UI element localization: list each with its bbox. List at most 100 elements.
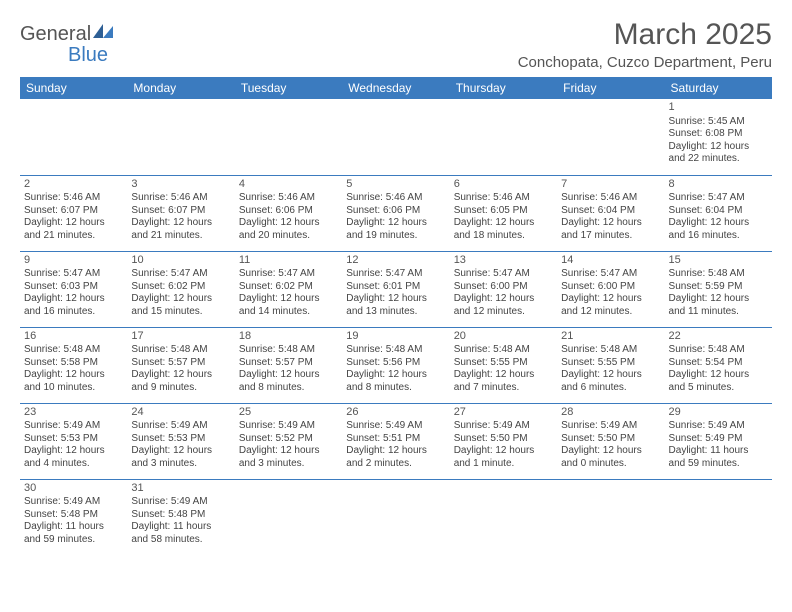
sunset-text: Sunset: 6:00 PM — [561, 281, 660, 294]
sunrise-text: Sunrise: 5:48 AM — [454, 344, 553, 357]
sunset-text: Sunset: 5:55 PM — [454, 357, 553, 370]
sunrise-text: Sunrise: 5:48 AM — [239, 344, 338, 357]
daylight-text: and 58 minutes. — [131, 534, 230, 547]
sunrise-text: Sunrise: 5:47 AM — [24, 268, 123, 281]
day-number: 6 — [454, 178, 553, 192]
day-number: 8 — [669, 178, 768, 192]
daylight-text: and 0 minutes. — [561, 458, 660, 471]
sunset-text: Sunset: 6:01 PM — [346, 281, 445, 294]
daylight-text: and 3 minutes. — [131, 458, 230, 471]
sunrise-text: Sunrise: 5:49 AM — [346, 420, 445, 433]
day-number: 23 — [24, 406, 123, 420]
calendar-week-row: 16Sunrise: 5:48 AMSunset: 5:58 PMDayligh… — [20, 327, 772, 403]
calendar-day-cell: 14Sunrise: 5:47 AMSunset: 6:00 PMDayligh… — [557, 251, 664, 327]
calendar-week-row: 2Sunrise: 5:46 AMSunset: 6:07 PMDaylight… — [20, 175, 772, 251]
day-number: 10 — [131, 254, 230, 268]
calendar-day-cell: 10Sunrise: 5:47 AMSunset: 6:02 PMDayligh… — [127, 251, 234, 327]
calendar-day-cell: 20Sunrise: 5:48 AMSunset: 5:55 PMDayligh… — [450, 327, 557, 403]
calendar-day-cell — [557, 479, 664, 555]
sunset-text: Sunset: 5:50 PM — [454, 433, 553, 446]
sunrise-text: Sunrise: 5:49 AM — [561, 420, 660, 433]
calendar-day-cell — [235, 99, 342, 175]
day-number: 30 — [24, 482, 123, 496]
sunrise-text: Sunrise: 5:46 AM — [561, 192, 660, 205]
daylight-text: and 11 minutes. — [669, 306, 768, 319]
daylight-text: and 8 minutes. — [239, 382, 338, 395]
calendar-day-cell: 31Sunrise: 5:49 AMSunset: 5:48 PMDayligh… — [127, 479, 234, 555]
sunset-text: Sunset: 5:54 PM — [669, 357, 768, 370]
daylight-text: and 17 minutes. — [561, 230, 660, 243]
daylight-text: Daylight: 12 hours — [669, 141, 768, 154]
calendar-day-cell — [235, 479, 342, 555]
daylight-text: and 18 minutes. — [454, 230, 553, 243]
calendar-day-cell: 5Sunrise: 5:46 AMSunset: 6:06 PMDaylight… — [342, 175, 449, 251]
day-number: 5 — [346, 178, 445, 192]
sunrise-text: Sunrise: 5:47 AM — [346, 268, 445, 281]
sunset-text: Sunset: 5:57 PM — [239, 357, 338, 370]
calendar-week-row: 9Sunrise: 5:47 AMSunset: 6:03 PMDaylight… — [20, 251, 772, 327]
sunrise-text: Sunrise: 5:48 AM — [669, 344, 768, 357]
daylight-text: Daylight: 12 hours — [454, 369, 553, 382]
daylight-text: and 20 minutes. — [239, 230, 338, 243]
calendar-day-cell: 26Sunrise: 5:49 AMSunset: 5:51 PMDayligh… — [342, 403, 449, 479]
daylight-text: Daylight: 12 hours — [131, 445, 230, 458]
sunrise-text: Sunrise: 5:48 AM — [561, 344, 660, 357]
calendar-day-cell: 29Sunrise: 5:49 AMSunset: 5:49 PMDayligh… — [665, 403, 772, 479]
daylight-text: and 9 minutes. — [131, 382, 230, 395]
weekday-header-row: Sunday Monday Tuesday Wednesday Thursday… — [20, 77, 772, 99]
sunrise-text: Sunrise: 5:46 AM — [24, 192, 123, 205]
daylight-text: Daylight: 12 hours — [561, 369, 660, 382]
daylight-text: and 10 minutes. — [24, 382, 123, 395]
day-number: 7 — [561, 178, 660, 192]
calendar-week-row: 30Sunrise: 5:49 AMSunset: 5:48 PMDayligh… — [20, 479, 772, 555]
calendar-day-cell: 27Sunrise: 5:49 AMSunset: 5:50 PMDayligh… — [450, 403, 557, 479]
calendar-day-cell — [342, 479, 449, 555]
day-number: 27 — [454, 406, 553, 420]
calendar-day-cell: 25Sunrise: 5:49 AMSunset: 5:52 PMDayligh… — [235, 403, 342, 479]
logo-flag-icon — [93, 24, 115, 40]
daylight-text: Daylight: 12 hours — [24, 369, 123, 382]
daylight-text: and 59 minutes. — [669, 458, 768, 471]
sunset-text: Sunset: 5:56 PM — [346, 357, 445, 370]
sunset-text: Sunset: 5:48 PM — [24, 509, 123, 522]
day-number: 11 — [239, 254, 338, 268]
location: Conchopata, Cuzco Department, Peru — [518, 54, 772, 71]
sunset-text: Sunset: 6:02 PM — [131, 281, 230, 294]
daylight-text: Daylight: 12 hours — [454, 217, 553, 230]
sunrise-text: Sunrise: 5:46 AM — [346, 192, 445, 205]
calendar-day-cell — [450, 479, 557, 555]
sunrise-text: Sunrise: 5:47 AM — [131, 268, 230, 281]
calendar-day-cell: 18Sunrise: 5:48 AMSunset: 5:57 PMDayligh… — [235, 327, 342, 403]
sunrise-text: Sunrise: 5:46 AM — [239, 192, 338, 205]
sunrise-text: Sunrise: 5:46 AM — [131, 192, 230, 205]
sunrise-text: Sunrise: 5:47 AM — [669, 192, 768, 205]
daylight-text: and 16 minutes. — [669, 230, 768, 243]
daylight-text: and 6 minutes. — [561, 382, 660, 395]
day-number: 1 — [669, 101, 768, 115]
calendar-table: Sunday Monday Tuesday Wednesday Thursday… — [20, 77, 772, 555]
calendar-day-cell — [20, 99, 127, 175]
daylight-text: Daylight: 12 hours — [346, 369, 445, 382]
daylight-text: Daylight: 12 hours — [561, 445, 660, 458]
sunrise-text: Sunrise: 5:49 AM — [454, 420, 553, 433]
calendar-day-cell: 3Sunrise: 5:46 AMSunset: 6:07 PMDaylight… — [127, 175, 234, 251]
calendar-day-cell: 9Sunrise: 5:47 AMSunset: 6:03 PMDaylight… — [20, 251, 127, 327]
daylight-text: Daylight: 12 hours — [669, 217, 768, 230]
daylight-text: Daylight: 12 hours — [239, 445, 338, 458]
sunset-text: Sunset: 6:06 PM — [346, 205, 445, 218]
daylight-text: and 14 minutes. — [239, 306, 338, 319]
daylight-text: Daylight: 12 hours — [561, 217, 660, 230]
day-number: 25 — [239, 406, 338, 420]
sunset-text: Sunset: 5:52 PM — [239, 433, 338, 446]
calendar-day-cell: 13Sunrise: 5:47 AMSunset: 6:00 PMDayligh… — [450, 251, 557, 327]
daylight-text: Daylight: 12 hours — [346, 217, 445, 230]
sunset-text: Sunset: 6:00 PM — [454, 281, 553, 294]
sunset-text: Sunset: 5:48 PM — [131, 509, 230, 522]
sunset-text: Sunset: 6:07 PM — [131, 205, 230, 218]
daylight-text: and 15 minutes. — [131, 306, 230, 319]
weekday-header: Sunday — [20, 77, 127, 99]
day-number: 21 — [561, 330, 660, 344]
daylight-text: Daylight: 12 hours — [561, 293, 660, 306]
sunrise-text: Sunrise: 5:46 AM — [454, 192, 553, 205]
weekday-header: Friday — [557, 77, 664, 99]
